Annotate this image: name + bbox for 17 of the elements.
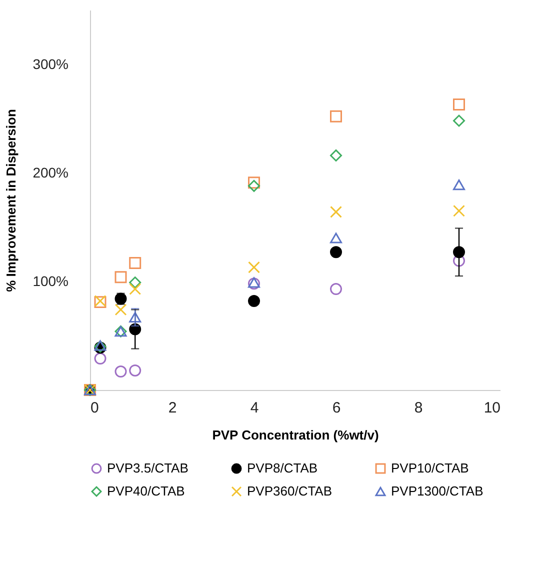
- legend-label: PVP40/CTAB: [107, 484, 185, 498]
- y-tick-label: 200%: [32, 164, 68, 180]
- x-tick-label: 8: [414, 400, 423, 416]
- legend-label: PVP1300/CTAB: [391, 484, 484, 498]
- x-tick-label: 10: [484, 400, 500, 416]
- legend-label: PVP3.5/CTAB: [107, 460, 188, 476]
- legend-label: PVP10/CTAB: [391, 460, 469, 476]
- legend-label: PVP8/CTAB: [247, 460, 318, 476]
- y-tick-label: 100%: [32, 272, 68, 289]
- x-tick-label: 0: [90, 400, 99, 416]
- x-tick-label: 4: [250, 400, 259, 416]
- y-tick-label: 300%: [32, 56, 68, 72]
- x-tick-label: 2: [168, 400, 177, 416]
- legend-label: PVP360/CTAB: [247, 484, 332, 498]
- x-axis-title: PVP Concentration (%wt/v): [212, 428, 379, 442]
- y-axis-title: % Improvement in Dispersion: [4, 109, 19, 292]
- x-tick-label: 6: [332, 400, 341, 416]
